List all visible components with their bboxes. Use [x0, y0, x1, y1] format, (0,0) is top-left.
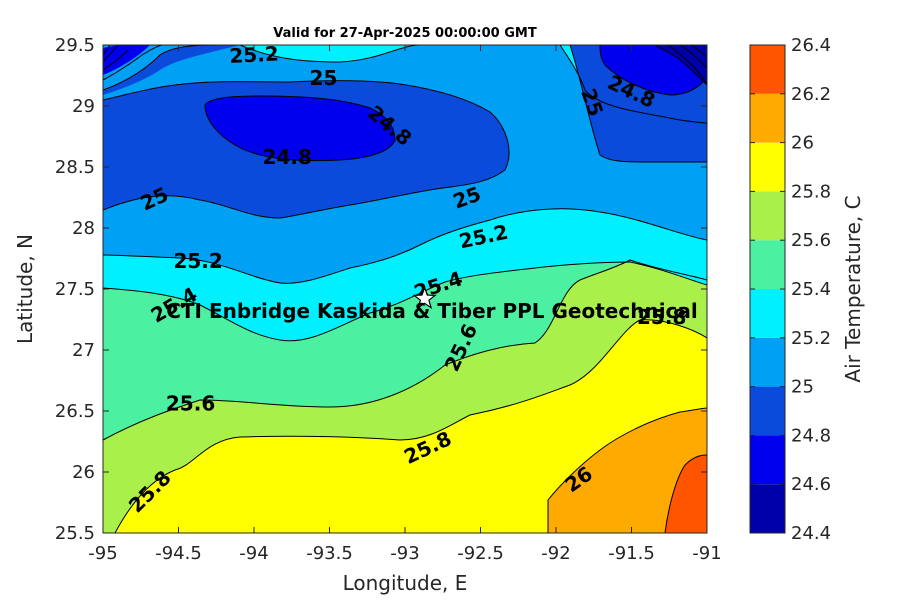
x-tick-label: -94 [239, 543, 268, 564]
colorbar-segment [750, 142, 785, 192]
y-tick-label: 28 [72, 218, 95, 239]
y-axis-label: Latitude, N [13, 234, 37, 344]
y-tick-label: 25.5 [55, 523, 95, 544]
colorbar: 24.4 24.6 24.8 25 25.2 25.4 25.6 25.8 26 26.2 26.4 [749, 35, 831, 544]
colorbar-segment [750, 191, 785, 241]
x-tick-label: -92 [541, 543, 570, 564]
x-axis-label: Longitude, E [343, 571, 468, 595]
colorbar-tick-label: 25.2 [791, 328, 831, 349]
colorbar-tick-label: 25.8 [791, 181, 831, 202]
colorbar-tick-label: 24.6 [791, 474, 831, 495]
colorbar-tick-label: 24.8 [791, 425, 831, 446]
colorbar-segment [750, 337, 785, 387]
x-tick-label: -94.5 [155, 543, 202, 564]
site-star-icon [412, 286, 437, 310]
x-axis-ticks: -95 -94.5 -94 -93.5 -93 -92.5 -92 -91.5 -91 [88, 45, 722, 564]
colorbar-tick-label: 26.4 [791, 35, 831, 56]
band-25.8-26 [115, 319, 707, 533]
colorbar-tick-label: 26.2 [791, 84, 831, 105]
contour-label: 24.8 [263, 145, 312, 169]
y-tick-label: 27.5 [55, 279, 95, 300]
y-tick-label: 26 [72, 462, 95, 483]
colorbar-tick-label: 25 [791, 377, 814, 398]
colorbar-segment [750, 435, 785, 485]
colorbar-tick-label: 26 [791, 133, 814, 154]
band-26-26.2 [548, 408, 707, 533]
contour-lines [103, 45, 707, 533]
band-26.2-26.4 [665, 455, 707, 533]
x-tick-label: -92.5 [457, 543, 504, 564]
y-tick-label: 27 [72, 340, 95, 361]
colorbar-tick-label: 24.4 [791, 523, 831, 544]
contour-label: 25.2 [173, 249, 222, 273]
y-tick-label: 26.5 [55, 401, 95, 422]
contour-label: 25.2 [229, 41, 280, 68]
colorbar-segment [750, 240, 785, 289]
site-marker-group: CTI Enbridge Kaskida & Tiber PPL Geotech… [166, 286, 698, 323]
contour-label: 25.6 [166, 392, 215, 416]
contour-label: 25 [310, 66, 338, 90]
colorbar-segment [750, 45, 785, 94]
y-tick-label: 29.5 [55, 35, 95, 56]
x-tick-label: -95 [88, 543, 117, 564]
band-24.8-25 [103, 45, 707, 218]
band-24.4-24.6-topleft [103, 45, 150, 75]
x-tick-label: -91.5 [608, 543, 655, 564]
colorbar-segment [750, 484, 785, 533]
site-label: CTI Enbridge Kaskida & Tiber PPL Geotech… [166, 299, 698, 323]
x-tick-label: -93 [390, 543, 419, 564]
x-tick-label: -93.5 [306, 543, 353, 564]
x-tick-label: -91 [692, 543, 721, 564]
contour-label: 25.8 [637, 305, 686, 329]
colorbar-tick-label: 25.6 [791, 230, 831, 251]
colorbar-label: Air Temperature, C [841, 195, 865, 382]
y-tick-label: 28.5 [55, 157, 95, 178]
y-tick-label: 29 [72, 96, 95, 117]
colorbar-segment [750, 289, 785, 338]
band-24.6-24.8 [205, 45, 703, 161]
chart-title: Valid for 27-Apr-2025 00:00:00 GMT [273, 26, 537, 41]
colorbar-tick-label: 25.4 [791, 279, 831, 300]
colorbar-segment [750, 386, 785, 436]
colorbar-segment [750, 93, 785, 143]
y-axis-ticks: 25.5 26 26.5 27 27.5 28 28.5 29 29.5 [55, 35, 707, 544]
